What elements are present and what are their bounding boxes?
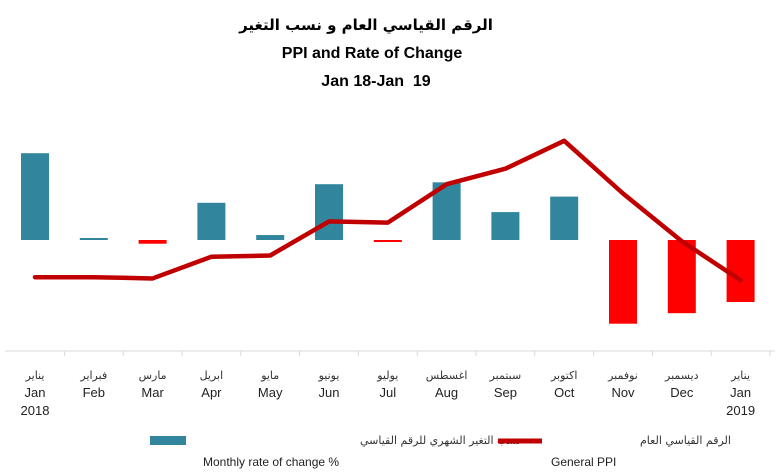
legend-bar-label-arabic: نسب التغير الشهري للرقم القياسي: [360, 434, 521, 447]
bar-9: [550, 196, 579, 240]
tick-label-arabic: فبراير: [79, 369, 107, 382]
legend: نسب التغير الشهري للرقم القياسي Monthly …: [150, 434, 731, 469]
tick-label-arabic: يوليو: [376, 369, 398, 382]
tick-label-arabic: اكتوبر: [550, 369, 577, 382]
tick-label-year: 2018: [21, 403, 50, 418]
x-axis-ticks: يناير Jan 2018 فبراير Feb مارس Mar ابريل Apr مايو…: [21, 351, 771, 418]
bar-2: [138, 240, 167, 244]
bar-series: [21, 153, 755, 324]
tick-label: Jan: [25, 385, 46, 400]
tick-label-arabic: يونيو: [318, 369, 340, 382]
tick-label: May: [258, 385, 283, 400]
chart-subtitle: Jan 18-Jan 19: [321, 73, 431, 90]
tick-label: Nov: [611, 385, 635, 400]
bar-5: [315, 184, 343, 240]
tick-label: Oct: [554, 385, 575, 400]
tick-label-arabic: مارس: [139, 369, 167, 382]
bar-6: [373, 240, 402, 242]
tick-label-arabic: نوفمبر: [607, 369, 638, 382]
tick-label-arabic: مايو: [260, 369, 279, 382]
legend-bar-swatch: [150, 436, 186, 445]
line-series: [32, 138, 743, 283]
tick-label-arabic: ديسمبر: [664, 369, 699, 382]
legend-line-label: General PPI: [551, 455, 616, 469]
tick-label: Aug: [435, 385, 458, 400]
bar-0: [21, 153, 49, 240]
tick-label-arabic: يناير: [730, 369, 750, 382]
tick-label: Sep: [494, 385, 517, 400]
tick-label: Mar: [141, 385, 164, 400]
bar-10: [609, 240, 637, 324]
tick-label: Dec: [670, 385, 694, 400]
bar-12: [726, 240, 755, 302]
bar-3: [197, 202, 226, 240]
tick-label: Apr: [201, 385, 222, 400]
tick-label-arabic: ابريل: [200, 369, 224, 382]
tick-label: Jan: [730, 385, 751, 400]
bar-1: [79, 238, 108, 240]
bar-4: [256, 235, 285, 240]
bar-8: [491, 212, 520, 240]
tick-label: Jul: [379, 385, 396, 400]
bar-11: [667, 240, 696, 314]
tick-label-year: 2019: [726, 403, 755, 418]
legend-bar-label: Monthly rate of change %: [203, 455, 339, 469]
chart-title: PPI and Rate of Change: [282, 45, 463, 62]
tick-label-arabic: يناير: [25, 369, 45, 382]
tick-label-arabic: اغسطس: [426, 369, 468, 382]
tick-label: Jun: [319, 385, 340, 400]
legend-line-label-arabic: الرقم القياسي العام: [640, 434, 731, 447]
chart-title-arabic: الرقم القياسي العام و نسب التغير: [238, 16, 493, 34]
tick-label-arabic: سبتمبر: [489, 369, 522, 382]
tick-label: Feb: [83, 385, 105, 400]
